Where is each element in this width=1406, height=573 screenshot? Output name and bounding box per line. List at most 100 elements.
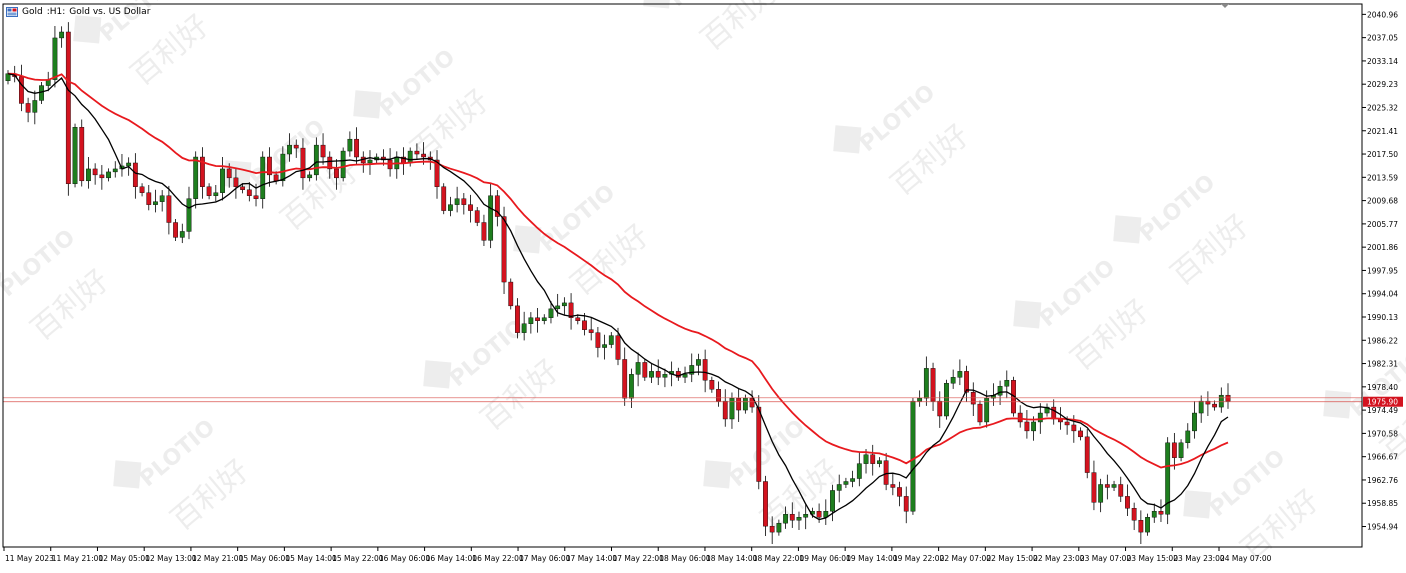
y-tick-label: 1974.49 bbox=[1367, 406, 1398, 415]
y-tick-label: 2025.32 bbox=[1367, 103, 1398, 112]
candle bbox=[863, 449, 869, 474]
candle bbox=[267, 147, 272, 187]
candle bbox=[970, 382, 976, 417]
candle bbox=[830, 484, 835, 522]
candle bbox=[92, 163, 98, 185]
y-tick-label: 1978.40 bbox=[1367, 383, 1398, 392]
candle bbox=[313, 137, 319, 181]
candle bbox=[903, 486, 909, 524]
candle bbox=[1138, 510, 1144, 545]
candle bbox=[702, 349, 708, 393]
candle bbox=[769, 516, 775, 545]
candle bbox=[414, 143, 420, 160]
x-tick-label: 19 May 22:00 bbox=[893, 554, 945, 563]
candle bbox=[300, 138, 306, 190]
timeframe-separator: : bbox=[46, 7, 50, 17]
candle bbox=[59, 26, 65, 48]
candle bbox=[448, 196, 453, 217]
candle bbox=[655, 359, 661, 386]
candle bbox=[1118, 476, 1124, 503]
candle bbox=[1158, 499, 1164, 522]
candle bbox=[293, 139, 299, 158]
x-tick-label: 18 May 06:00 bbox=[659, 554, 711, 563]
candle bbox=[508, 278, 514, 310]
y-tick-label: 1990.13 bbox=[1367, 313, 1398, 322]
candle bbox=[132, 153, 138, 199]
x-tick-label: 17 May 06:00 bbox=[519, 554, 571, 563]
candle bbox=[568, 293, 574, 330]
x-tick-label: 15 May 22:00 bbox=[332, 554, 384, 563]
candle bbox=[367, 150, 373, 175]
x-tick-label: 16 May 14:00 bbox=[426, 554, 478, 563]
candles-layer bbox=[5, 22, 1231, 545]
candle bbox=[548, 301, 554, 324]
candle bbox=[622, 347, 628, 406]
shift-marker-icon bbox=[1221, 4, 1229, 8]
candle bbox=[883, 452, 889, 491]
candle bbox=[1192, 401, 1197, 439]
timeframe-colon: : bbox=[62, 7, 66, 17]
candle bbox=[1125, 484, 1130, 517]
candle bbox=[5, 70, 11, 85]
candle bbox=[803, 504, 809, 530]
candle bbox=[1131, 502, 1137, 531]
candle bbox=[199, 147, 205, 199]
candle bbox=[246, 182, 252, 202]
y-tick-label: 2017.50 bbox=[1367, 150, 1398, 159]
y-tick-label: 2001.86 bbox=[1367, 243, 1398, 252]
diamond-logo-icon bbox=[113, 460, 142, 489]
candle bbox=[796, 511, 802, 531]
candle bbox=[1151, 503, 1157, 523]
candle bbox=[1145, 513, 1150, 536]
current-price-tag: 1975.90 bbox=[1363, 396, 1403, 407]
x-tick-label: 11 May 2023 bbox=[5, 554, 54, 563]
price-lines-layer bbox=[3, 397, 1362, 403]
candle bbox=[320, 133, 326, 165]
candle bbox=[917, 390, 923, 407]
candle bbox=[783, 506, 788, 529]
candle bbox=[1212, 400, 1217, 411]
diamond-logo-icon bbox=[703, 460, 732, 489]
candle bbox=[340, 147, 346, 182]
y-tick-label: 1954.94 bbox=[1367, 523, 1398, 532]
y-tick-label: 1970.58 bbox=[1367, 429, 1398, 438]
candle bbox=[910, 397, 916, 515]
candle bbox=[1078, 427, 1083, 441]
candle bbox=[588, 317, 594, 341]
candle bbox=[742, 394, 748, 414]
y-tick-label: 1962.76 bbox=[1367, 476, 1398, 485]
candle bbox=[964, 365, 969, 403]
candle bbox=[106, 168, 111, 182]
moving-averages-layer bbox=[7, 72, 1229, 521]
x-tick-label: 22 May 15:00 bbox=[986, 554, 1038, 563]
candle bbox=[856, 451, 862, 487]
candle bbox=[112, 161, 118, 178]
candle bbox=[488, 183, 494, 249]
candle bbox=[1024, 410, 1030, 439]
candle bbox=[65, 22, 71, 196]
candle bbox=[615, 327, 621, 366]
candle bbox=[334, 159, 339, 190]
candle bbox=[233, 168, 239, 199]
x-tick-label: 16 May 06:00 bbox=[379, 554, 431, 563]
diamond-logo-icon bbox=[643, 0, 672, 9]
candle bbox=[139, 183, 145, 197]
diamond-logo-icon bbox=[513, 225, 542, 254]
y-tick-label: 1982.31 bbox=[1367, 360, 1398, 369]
ma-slow-line bbox=[7, 72, 1229, 469]
x-tick-label: 12 May 13:00 bbox=[145, 554, 197, 563]
candle bbox=[79, 119, 85, 187]
candle bbox=[99, 165, 105, 190]
x-tick-label: 15 May 14:00 bbox=[285, 554, 337, 563]
candle bbox=[1044, 403, 1050, 417]
axes-layer: 2040.96 2037.05 2033.14 2029.23 2025.32 2021.… bbox=[2, 3, 1403, 563]
y-tick-label: 1986.22 bbox=[1367, 336, 1398, 345]
y-tick-label: 2009.68 bbox=[1367, 197, 1398, 206]
candle bbox=[501, 206, 507, 294]
